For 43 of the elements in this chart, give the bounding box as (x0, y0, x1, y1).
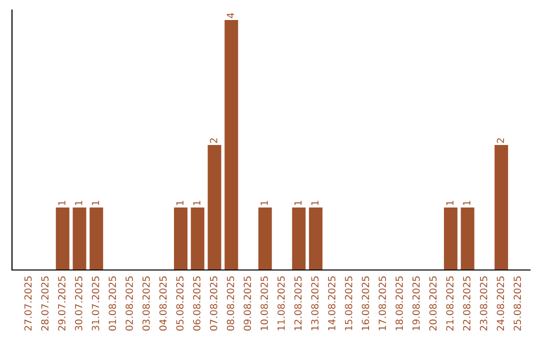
x-tick-label: 01.08.2025 (108, 276, 116, 331)
x-tick-label: 05.08.2025 (176, 276, 184, 331)
data-label: 1 (294, 200, 302, 206)
data-label: 1 (176, 200, 184, 206)
x-tick-label: 09.08.2025 (244, 276, 252, 331)
data-label: 2 (210, 138, 218, 143)
data-label: 1 (446, 200, 454, 206)
x-tick-label: 03.08.2025 (142, 276, 150, 331)
data-label: 1 (311, 200, 318, 206)
data-label: 1 (463, 200, 470, 206)
x-tick-label: 31.07.2025 (92, 276, 100, 330)
x-tick-label: 06.08.2025 (193, 276, 200, 331)
x-tick-label: 02.08.2025 (126, 276, 133, 331)
x-tick-label: 21.08.2025 (446, 276, 454, 331)
x-tick-label: 29.07.2025 (58, 276, 66, 331)
x-tick-label: 22.08.2025 (463, 276, 470, 331)
data-label: 1 (92, 200, 100, 206)
x-tick-label: 19.08.2025 (412, 276, 420, 330)
x-tick-label: 13.08.2025 (311, 276, 319, 330)
x-tick-label: 12.08.2025 (294, 276, 302, 330)
x-tick-label: 16.08.2025 (362, 276, 370, 330)
data-label: 2 (496, 138, 504, 143)
x-tick-label: 25.08.2025 (514, 276, 522, 331)
x-tick-label: 07.08.2025 (210, 276, 218, 331)
x-tick-label: 17.08.2025 (378, 276, 386, 330)
data-label: 1 (75, 200, 82, 206)
x-tick-label: 30.07.2025 (74, 276, 82, 330)
data-label: 4 (226, 12, 234, 18)
x-tick-label: 08.08.2025 (226, 276, 234, 331)
data-label: 1 (58, 200, 66, 206)
x-tick-label: 28.07.2025 (41, 276, 49, 331)
x-tick-label: 10.08.2025 (260, 276, 268, 330)
x-tick-label: 23.08.2025 (480, 276, 488, 331)
x-tick-label: 14.08.2025 (328, 276, 336, 330)
data-label: 1 (193, 200, 200, 206)
x-tick-label: 24.08.2025 (496, 276, 504, 331)
x-tick-label: 27.07.2025 (24, 276, 32, 331)
x-tick-label: 15.08.2025 (344, 276, 352, 330)
x-tick-label: 04.08.2025 (159, 276, 167, 331)
x-tick-label: 18.08.2025 (396, 276, 403, 330)
x-tick-label: 11.08.2025 (277, 276, 285, 330)
data-label: 1 (260, 200, 268, 206)
x-tick-label: 20.08.2025 (429, 276, 437, 331)
